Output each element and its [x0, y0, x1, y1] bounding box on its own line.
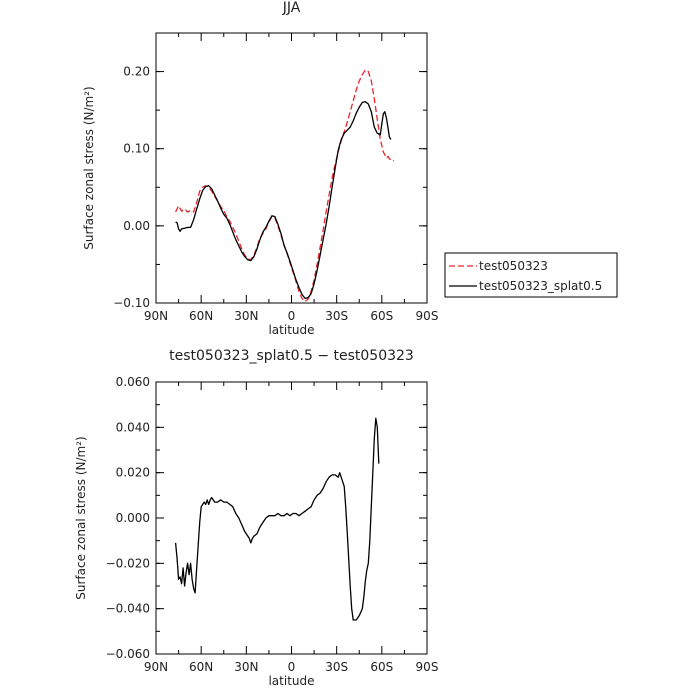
bottom-y-tick-label: −0.060	[106, 647, 150, 661]
bottom-y-tick-label: 0.040	[116, 420, 150, 434]
bottom-panel: test050323_splat0.5 − test050323 90N 60N 30…	[74, 348, 438, 688]
top-chart-title: JJA	[282, 0, 301, 16]
bottom-x-tick-label: 60N	[189, 660, 213, 674]
legend-label-0: test050323	[479, 259, 548, 273]
bottom-series-line-0	[174, 417, 380, 621]
bottom-x-tick-label: 60S	[370, 660, 393, 674]
bottom-x-tick-label: 30N	[234, 660, 258, 674]
top-plot-frame	[155, 32, 428, 304]
bottom-y-tick-label: −0.020	[106, 556, 150, 570]
top-series-line-1	[175, 101, 392, 300]
top-x-tick-label: 0	[288, 309, 296, 323]
top-y-tick-label: 0.00	[123, 219, 150, 233]
bottom-y-tick-label: 0.020	[116, 466, 150, 480]
legend: test050323 test050323_splat0.5	[444, 252, 618, 298]
top-x-tick-label: 60S	[370, 309, 393, 323]
bottom-y-tick-label: 0.060	[116, 375, 150, 389]
top-y-axis-label: Surface zonal stress (N/m²)	[82, 86, 96, 250]
bottom-x-tick-label: 90N	[144, 660, 168, 674]
top-panel: JJA 90N 60N 30N 0 30S 60S 90S −0.10 0.00 0.10 0.20 l…	[82, 0, 438, 337]
top-x-tick-label: 30S	[325, 309, 348, 323]
bottom-chart-title: test050323_splat0.5 − test050323	[169, 348, 414, 364]
top-x-tick-label: 90N	[144, 309, 168, 323]
top-x-axis-label: latitude	[268, 323, 314, 337]
top-y-tick-label: 0.10	[123, 142, 150, 156]
top-x-tick-label: 60N	[189, 309, 213, 323]
top-y-tick-label: 0.20	[123, 65, 150, 79]
bottom-y-tick-label: −0.040	[106, 602, 150, 616]
bottom-x-tick-label: 0	[288, 660, 296, 674]
bottom-x-axis-label: latitude	[268, 674, 314, 688]
top-x-tick-label: 30N	[234, 309, 258, 323]
top-x-tick-label: 90S	[416, 309, 439, 323]
legend-label-1: test050323_splat0.5	[479, 279, 602, 293]
legend-box	[444, 252, 618, 298]
bottom-plot-frame	[155, 381, 428, 655]
bottom-x-tick-label: 90S	[416, 660, 439, 674]
top-y-tick-label: −0.10	[113, 296, 150, 310]
bottom-y-axis-label: Surface zonal stress (N/m²)	[74, 436, 88, 600]
bottom-y-tick-label: 0.000	[116, 511, 150, 525]
bottom-x-tick-label: 30S	[325, 660, 348, 674]
